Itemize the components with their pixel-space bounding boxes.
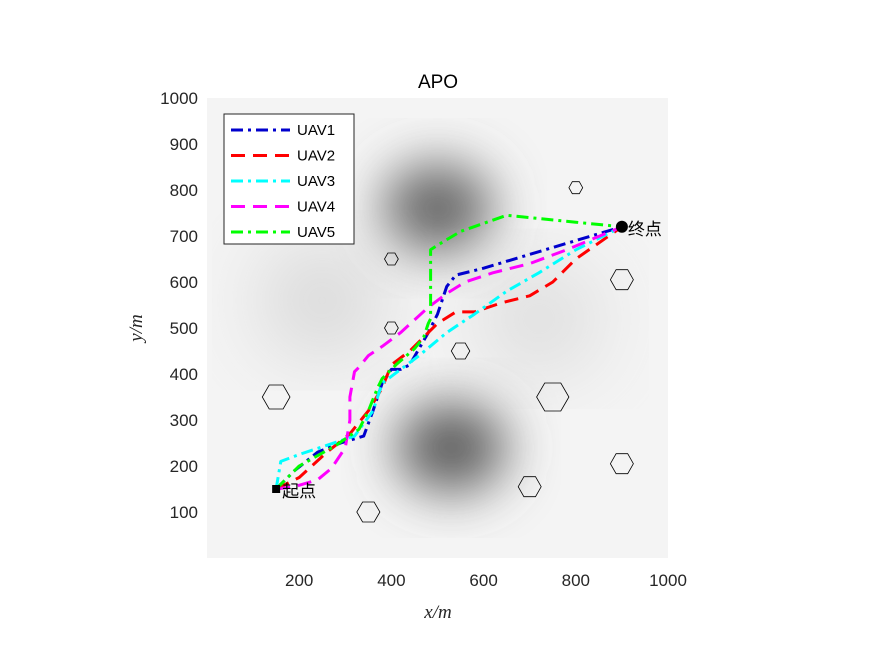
- x-tick-label: 200: [285, 571, 313, 590]
- series-line-uav3: [274, 225, 623, 490]
- terrain-peak: [483, 273, 594, 364]
- obstacle-hexagon: [609, 453, 634, 475]
- end-marker: [615, 220, 628, 233]
- start-end-markers: 起点 终点: [272, 220, 662, 502]
- terrain-peak: [267, 255, 378, 346]
- x-axis-label: x/m: [423, 602, 451, 623]
- legend-label-uav2: UAV2: [297, 148, 335, 165]
- obstacles: [261, 181, 634, 523]
- y-tick-label: 1000: [160, 89, 198, 108]
- obstacle-hexagon: [517, 476, 542, 498]
- y-tick-label: 400: [170, 365, 198, 384]
- legend-label-uav1: UAV1: [297, 122, 335, 139]
- y-tick-label: 500: [170, 319, 198, 338]
- legend-label-uav5: UAV5: [297, 224, 335, 241]
- chart-title: APO: [418, 72, 458, 93]
- obstacle-hexagon: [261, 384, 291, 410]
- y-tick-label: 100: [170, 503, 198, 522]
- y-tick-label: 200: [170, 457, 198, 476]
- obstacle-hexagon: [568, 181, 584, 195]
- obstacle-hexagon: [384, 252, 399, 266]
- terrain-shading: [267, 163, 594, 493]
- legend-box: [223, 113, 355, 245]
- x-tick-label: 800: [562, 571, 590, 590]
- series-line-uav5: [275, 213, 623, 491]
- obstacle-hexagon: [384, 321, 399, 335]
- start-marker: [272, 485, 281, 493]
- x-axis-ticks: 200 400 600 800 1000: [285, 571, 687, 590]
- x-tick-label: 1000: [649, 571, 687, 590]
- y-tick-label: 600: [170, 273, 198, 292]
- obstacle-hexagon: [356, 501, 381, 523]
- x-tick-label: 400: [377, 571, 405, 590]
- obstacle-hexagon: [609, 269, 634, 291]
- y-axis-label: y/m: [126, 314, 147, 343]
- y-tick-label: 900: [170, 135, 198, 154]
- y-tick-label: 800: [170, 181, 198, 200]
- terrain-peak: [382, 163, 493, 254]
- series-line-uav4: [275, 225, 623, 491]
- end-label: 终点: [628, 220, 662, 240]
- legend: UAV1 UAV2 UAV3 UAV4 UAV5: [223, 113, 355, 245]
- legend-label-uav3: UAV3: [297, 173, 335, 190]
- series-line-uav2: [275, 225, 623, 491]
- start-label: 起点: [282, 482, 316, 502]
- y-axis-ticks: 100 200 300 400 500 600 700 800 900 1000: [160, 89, 198, 522]
- uav-paths: [274, 213, 623, 491]
- obstacle-hexagon: [536, 382, 570, 412]
- legend-label-uav4: UAV4: [297, 199, 335, 216]
- x-tick-label: 600: [469, 571, 497, 590]
- y-tick-label: 700: [170, 227, 198, 246]
- terrain-peak: [396, 402, 507, 493]
- y-tick-label: 300: [170, 411, 198, 430]
- obstacle-hexagon: [450, 342, 471, 360]
